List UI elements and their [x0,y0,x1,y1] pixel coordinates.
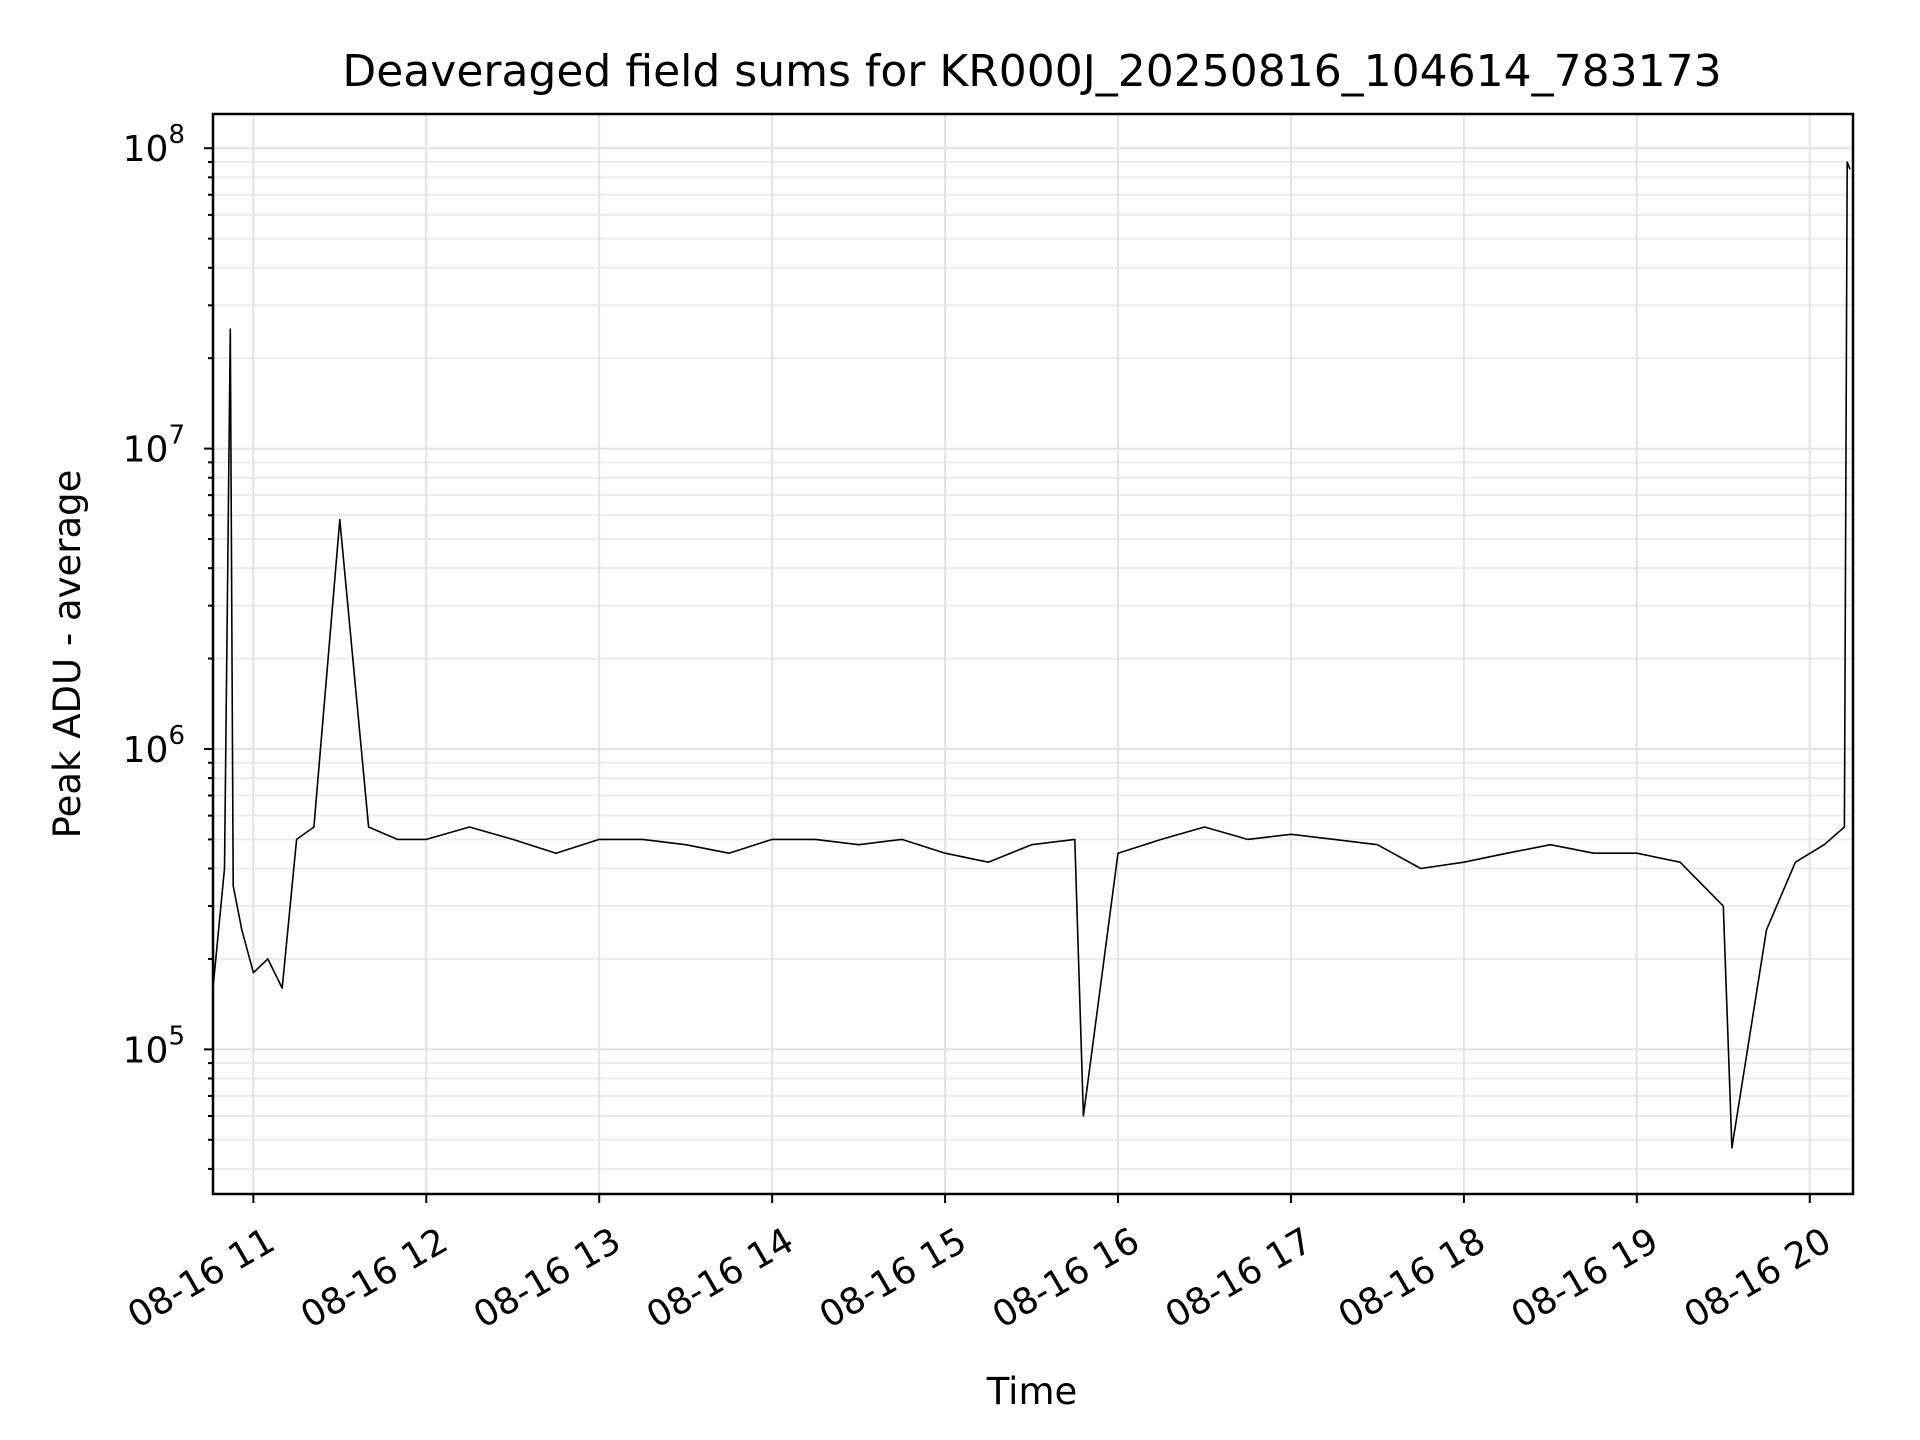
series-line [212,161,1851,1149]
y-tick-label-base: 10 [123,129,169,170]
y-tick-label-exponent: 7 [168,421,185,451]
y-tick-label-base: 10 [123,730,169,771]
series-layer [212,161,1851,1149]
y-tick-label: 107 [123,421,185,471]
y-tick-label: 106 [123,721,185,771]
plot-frame [211,112,1855,1196]
grid-lines [213,114,1853,1194]
y-tick-label-exponent: 5 [168,1021,185,1051]
y-tick-label: 108 [123,120,185,170]
x-axis-label: Time [986,1370,1078,1413]
y-tick-label-exponent: 6 [168,721,185,751]
y-tick-label-exponent: 8 [168,120,185,150]
chart-title: Deaveraged field sums for KR000J_2025081… [342,46,1721,97]
plot-area [211,112,1855,1196]
y-tick-label-base: 10 [123,430,169,471]
y-tick-label-base: 10 [123,1030,169,1071]
y-axis-label: Peak ADU - average [46,470,89,839]
y-tick-label: 105 [123,1021,185,1071]
